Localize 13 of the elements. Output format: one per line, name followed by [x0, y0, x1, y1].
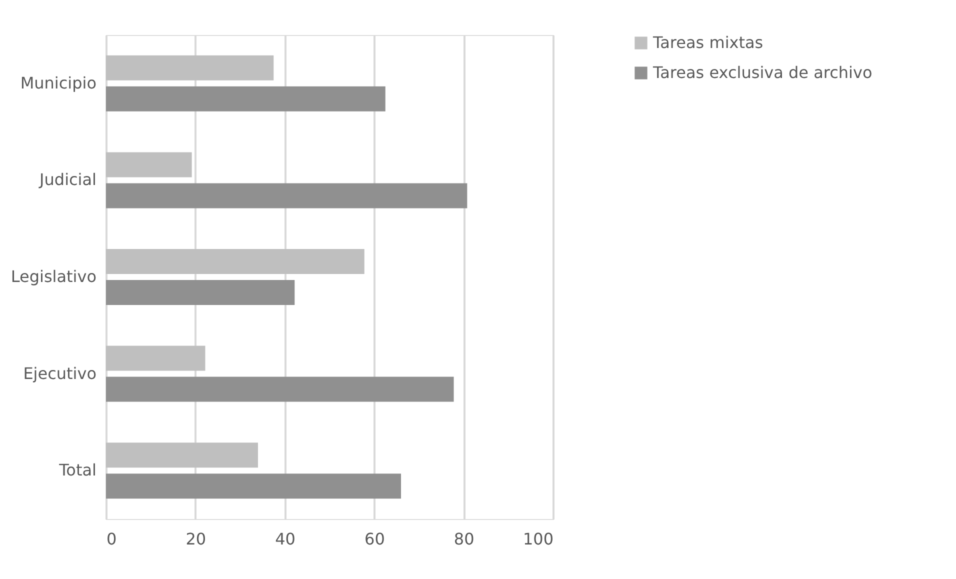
x-tick-label: 80 [454, 530, 474, 548]
x-tick-label: 0 [106, 530, 117, 548]
legend-label: Tareas exclusiva de archivo [652, 63, 872, 82]
y-tick-label: Ejecutivo [23, 364, 96, 383]
y-tick-label: Judicial [38, 170, 96, 190]
y-tick-label: Total [58, 460, 96, 480]
y-tick-label: Legislativo [10, 267, 96, 286]
x-tick-label: 100 [522, 530, 554, 548]
x-tick-label: 20 [186, 530, 206, 548]
y-tick-label: Municipio [20, 73, 96, 92]
legend-label: Tareas mixtas [652, 33, 764, 52]
x-tick-label: 40 [275, 530, 296, 548]
x-tick-label: 60 [364, 530, 385, 548]
